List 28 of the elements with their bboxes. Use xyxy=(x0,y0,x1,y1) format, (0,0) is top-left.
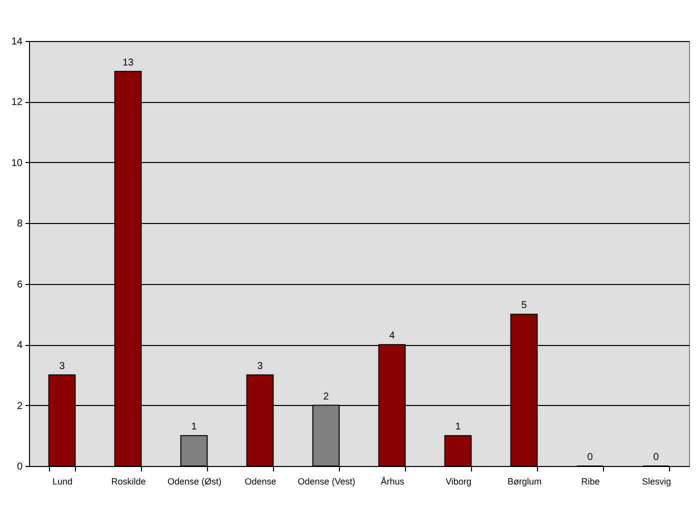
data-label: 3 xyxy=(59,360,66,372)
x-tick-label: Lund xyxy=(52,476,73,486)
x-tick-label: Slesvig xyxy=(642,476,672,486)
data-label: 5 xyxy=(521,300,528,312)
x-tick-label: Odense xyxy=(244,476,276,486)
data-label: 2 xyxy=(323,391,330,402)
x-tick-label: Ribe xyxy=(581,476,600,486)
y-tick-label: 14 xyxy=(11,36,23,48)
data-label: 13 xyxy=(122,57,134,68)
data-label: 1 xyxy=(191,422,198,433)
x-tick-label: Odense (Øst) xyxy=(167,476,222,486)
data-label: 1 xyxy=(455,422,462,433)
x-tick-label: Odense (Vest) xyxy=(298,476,356,486)
y-tick-label: 0 xyxy=(16,462,23,472)
y-tick-label: 2 xyxy=(16,400,23,412)
x-tick-label: Børglum xyxy=(507,476,542,486)
y-tick-label: 10 xyxy=(11,158,23,169)
y-tick-label: 4 xyxy=(16,340,23,352)
x-tick-label: Viborg xyxy=(446,476,472,486)
x-tick-label: Århus xyxy=(380,476,405,486)
y-tick-label: 8 xyxy=(16,218,23,230)
y-tick-label: 6 xyxy=(16,279,23,290)
x-tick-label: Roskilde xyxy=(111,476,146,486)
y-tick-label: 12 xyxy=(11,97,23,108)
data-label: 3 xyxy=(257,360,264,372)
data-label: 0 xyxy=(587,452,594,463)
data-label: 0 xyxy=(653,452,660,463)
data-label: 4 xyxy=(389,330,396,342)
